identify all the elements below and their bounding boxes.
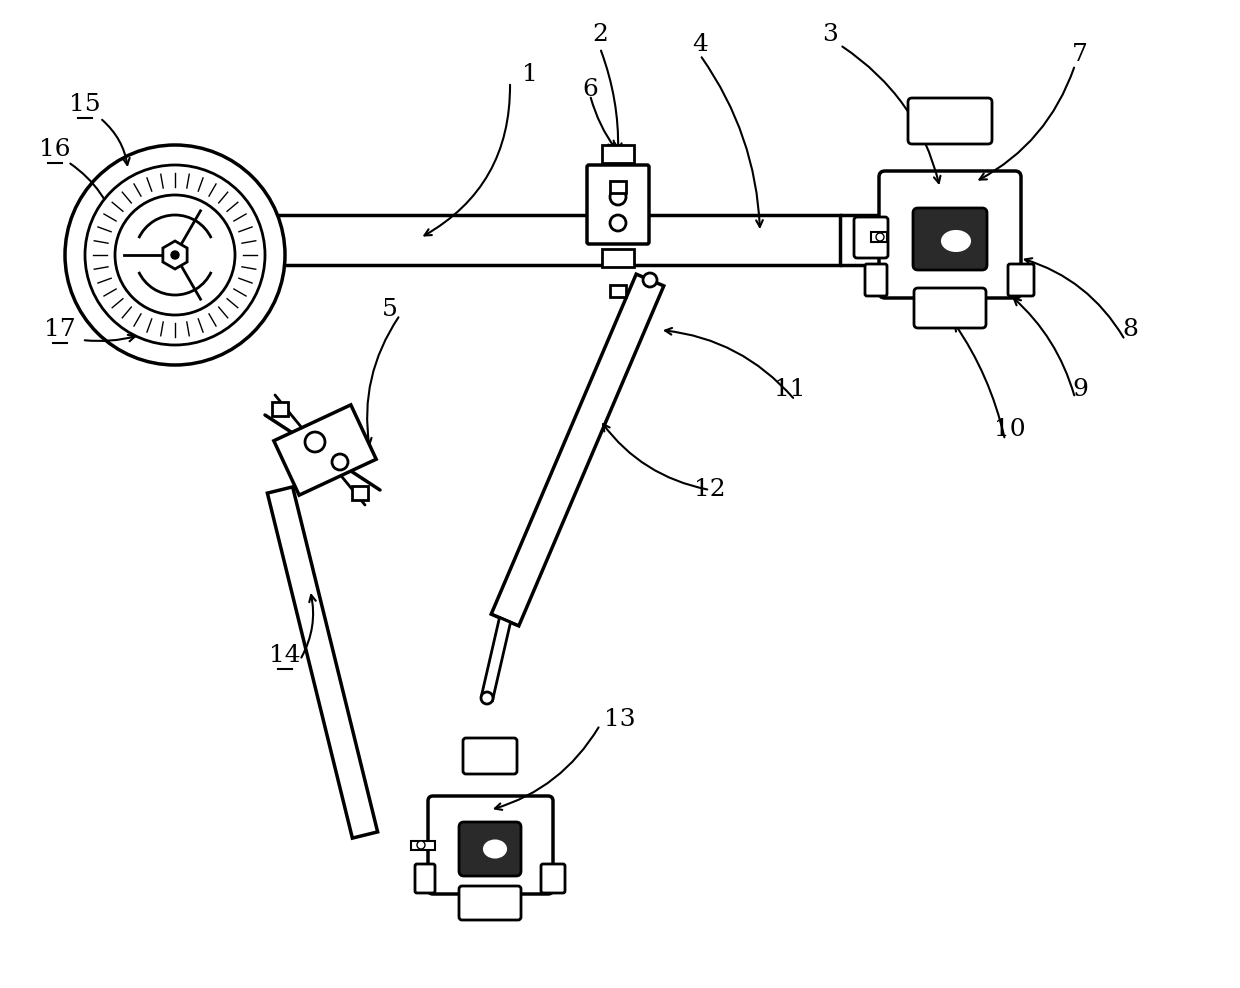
- Text: 15: 15: [69, 94, 100, 117]
- Bar: [601, 145, 634, 163]
- Polygon shape: [162, 241, 187, 269]
- Circle shape: [610, 189, 626, 205]
- FancyBboxPatch shape: [415, 864, 435, 893]
- Ellipse shape: [942, 231, 970, 251]
- Circle shape: [417, 841, 425, 849]
- Text: 14: 14: [269, 643, 301, 667]
- Text: 9: 9: [1073, 378, 1087, 401]
- FancyBboxPatch shape: [463, 738, 517, 774]
- Circle shape: [644, 273, 657, 287]
- Bar: [272, 402, 288, 416]
- Polygon shape: [274, 405, 376, 495]
- Circle shape: [875, 233, 884, 241]
- FancyBboxPatch shape: [908, 98, 992, 144]
- Text: 11: 11: [774, 378, 806, 401]
- Text: 4: 4: [692, 34, 708, 56]
- FancyBboxPatch shape: [428, 796, 553, 894]
- FancyBboxPatch shape: [879, 171, 1021, 298]
- Text: 8: 8: [1122, 318, 1138, 342]
- Circle shape: [610, 215, 626, 231]
- Ellipse shape: [484, 841, 506, 858]
- FancyBboxPatch shape: [913, 208, 987, 270]
- Circle shape: [171, 251, 179, 259]
- FancyBboxPatch shape: [866, 264, 887, 296]
- Circle shape: [332, 454, 348, 470]
- Polygon shape: [268, 487, 378, 838]
- FancyBboxPatch shape: [587, 165, 649, 244]
- FancyBboxPatch shape: [459, 822, 521, 876]
- Text: 5: 5: [382, 298, 398, 321]
- Bar: [601, 249, 634, 267]
- Text: 6: 6: [582, 78, 598, 102]
- Text: 3: 3: [822, 24, 838, 46]
- FancyBboxPatch shape: [541, 864, 565, 893]
- Circle shape: [305, 432, 325, 452]
- FancyBboxPatch shape: [1008, 264, 1034, 296]
- Polygon shape: [481, 618, 511, 700]
- Bar: [246, 215, 839, 265]
- Polygon shape: [491, 274, 663, 625]
- Bar: [870, 232, 887, 242]
- Text: 2: 2: [591, 24, 608, 46]
- Text: 10: 10: [994, 419, 1025, 442]
- Circle shape: [64, 145, 285, 365]
- FancyBboxPatch shape: [914, 288, 986, 328]
- Bar: [352, 486, 368, 500]
- Bar: [610, 285, 626, 297]
- Bar: [610, 181, 626, 193]
- Circle shape: [115, 195, 236, 315]
- Bar: [410, 841, 435, 850]
- Text: 7: 7: [1073, 43, 1087, 66]
- Text: 13: 13: [604, 708, 636, 731]
- Text: 16: 16: [40, 138, 71, 161]
- Circle shape: [481, 692, 494, 704]
- Circle shape: [86, 165, 265, 345]
- FancyBboxPatch shape: [854, 217, 888, 258]
- FancyBboxPatch shape: [459, 886, 521, 920]
- Text: 17: 17: [45, 318, 76, 342]
- Text: 1: 1: [522, 63, 538, 87]
- Text: 12: 12: [694, 478, 725, 502]
